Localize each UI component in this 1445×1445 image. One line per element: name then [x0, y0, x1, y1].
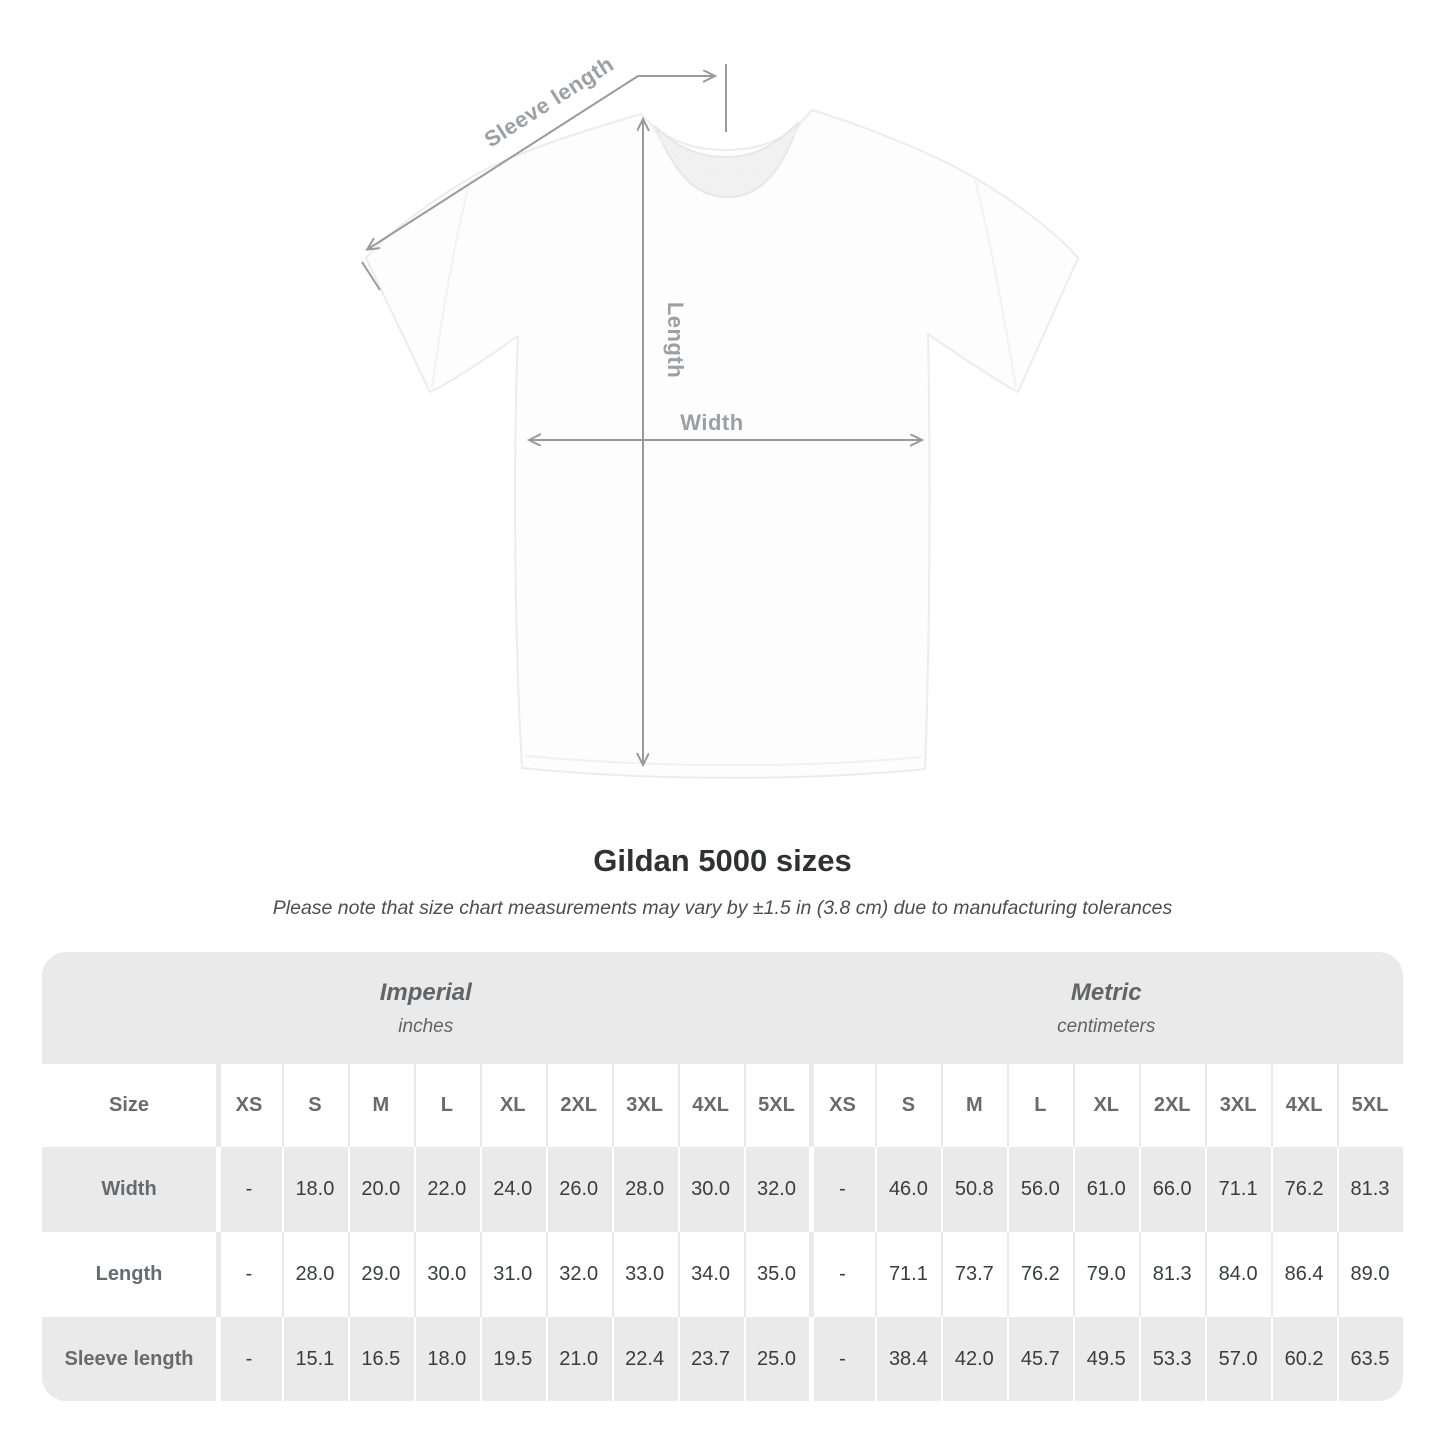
value-cell: 57.0 — [1205, 1317, 1271, 1401]
size-col-header: 3XL — [1205, 1064, 1271, 1147]
measurement-row: Sleeve length -15.1 16.5 18.0 19.5 21.0 22.4 23… — [42, 1317, 1403, 1401]
value-cell: 21.0 — [546, 1317, 612, 1401]
size-col-header: S — [875, 1064, 941, 1147]
value-cell: 31.0 — [480, 1232, 546, 1317]
value-cell: 26.0 — [546, 1147, 612, 1232]
value-cell: 22.4 — [612, 1317, 678, 1401]
value-cell: - — [216, 1232, 282, 1317]
value-cell: 71.1 — [875, 1232, 941, 1317]
size-col-header: 2XL — [1139, 1064, 1205, 1147]
imperial-label: Imperial — [379, 978, 472, 1006]
value-cell: 25.0 — [744, 1317, 810, 1401]
value-cell: - — [809, 1232, 875, 1317]
measurement-row: Length -28.0 29.0 30.0 31.0 32.0 33.0 34.0 35.0-… — [42, 1232, 1403, 1317]
size-col-header: 3XL — [612, 1064, 678, 1147]
value-cell: 73.7 — [941, 1232, 1007, 1317]
metric-header: Metric centimeters — [809, 952, 1403, 1064]
size-col-header: XL — [1073, 1064, 1139, 1147]
value-cell: 24.0 — [480, 1147, 546, 1232]
size-col-header: XS — [809, 1064, 875, 1147]
value-cell: 18.0 — [282, 1147, 348, 1232]
size-col-header: 5XL — [1337, 1064, 1403, 1147]
measurement-row: Width -18.0 20.0 22.0 24.0 26.0 28.0 30.0 32.0-4… — [42, 1147, 1403, 1232]
row-label: Width — [101, 1178, 157, 1200]
value-cell: 66.0 — [1139, 1147, 1205, 1232]
metric-unit-label: centimeters — [1057, 1015, 1156, 1037]
table-rows: Size XS S M L XL 2XL 3XL 4XL 5XL XS S M L XL 2XL 3XL 4XL 5… — [42, 1064, 1403, 1401]
metric-label: Metric — [1070, 978, 1142, 1006]
value-cell: 28.0 — [612, 1147, 678, 1232]
value-cell: 20.0 — [348, 1147, 414, 1232]
size-col-header: M — [348, 1064, 414, 1147]
value-cell: 30.0 — [678, 1147, 744, 1232]
value-cell: 42.0 — [941, 1317, 1007, 1401]
width-label: Width — [680, 410, 743, 435]
page-title: Gildan 5000 sizes — [593, 843, 852, 878]
value-cell: 63.5 — [1337, 1317, 1403, 1401]
value-cell: 34.0 — [678, 1232, 744, 1317]
size-col-header: L — [414, 1064, 480, 1147]
value-cell: 76.2 — [1007, 1232, 1073, 1317]
tshirt-measurement-diagram: Sleeve length Length Width — [361, 51, 1079, 779]
value-cell: 33.0 — [612, 1232, 678, 1317]
value-cell: 84.0 — [1205, 1232, 1271, 1317]
value-cell: 45.7 — [1007, 1317, 1073, 1401]
value-cell: 89.0 — [1337, 1232, 1403, 1317]
value-cell: 38.4 — [875, 1317, 941, 1401]
value-cell: 76.2 — [1271, 1147, 1337, 1232]
size-header-row: Size XS S M L XL 2XL 3XL 4XL 5XL XS S M L XL 2XL 3XL 4XL 5… — [42, 1064, 1403, 1147]
size-col-header: M — [941, 1064, 1007, 1147]
value-cell: 79.0 — [1073, 1232, 1139, 1317]
size-col-header: XS — [216, 1064, 282, 1147]
size-table: Imperial inches Metric centimeters Size X… — [42, 952, 1403, 1401]
size-col-header: XL — [480, 1064, 546, 1147]
value-cell: 46.0 — [875, 1147, 941, 1232]
value-cell: 49.5 — [1073, 1317, 1139, 1401]
value-cell: 56.0 — [1007, 1147, 1073, 1232]
value-cell: - — [809, 1317, 875, 1401]
size-col-header: S — [282, 1064, 348, 1147]
imperial-header: Imperial inches — [42, 952, 810, 1064]
value-cell: 23.7 — [678, 1317, 744, 1401]
size-col-header: 5XL — [744, 1064, 810, 1147]
value-cell: 60.2 — [1271, 1317, 1337, 1401]
size-col-header: 4XL — [678, 1064, 744, 1147]
imperial-unit-label: inches — [398, 1015, 454, 1037]
value-cell: - — [216, 1317, 282, 1401]
value-cell: 81.3 — [1139, 1232, 1205, 1317]
value-cell: 86.4 — [1271, 1232, 1337, 1317]
value-cell: 35.0 — [744, 1232, 810, 1317]
row-label: Sleeve length — [64, 1347, 194, 1370]
page-subtitle: Please note that size chart measurements… — [272, 897, 1173, 919]
value-cell: 81.3 — [1337, 1147, 1403, 1232]
sleeve-length-arrow — [361, 64, 727, 291]
value-cell: 28.0 — [282, 1232, 348, 1317]
value-cell: 71.1 — [1205, 1147, 1271, 1232]
value-cell: 15.1 — [282, 1317, 348, 1401]
length-label: Length — [663, 302, 688, 378]
value-cell: 61.0 — [1073, 1147, 1139, 1232]
value-cell: 30.0 — [414, 1232, 480, 1317]
unit-header-row: Imperial inches Metric centimeters — [42, 952, 1403, 1064]
value-cell: 32.0 — [546, 1232, 612, 1317]
value-cell: - — [809, 1147, 875, 1232]
size-col-header: L — [1007, 1064, 1073, 1147]
value-cell: 16.5 — [348, 1317, 414, 1401]
value-cell: 18.0 — [414, 1317, 480, 1401]
size-column-header: Size — [108, 1094, 150, 1116]
size-col-header: 4XL — [1271, 1064, 1337, 1147]
value-cell: - — [216, 1147, 282, 1232]
value-cell: 53.3 — [1139, 1317, 1205, 1401]
value-cell: 32.0 — [744, 1147, 810, 1232]
value-cell: 50.8 — [941, 1147, 1007, 1232]
value-cell: 29.0 — [348, 1232, 414, 1317]
size-col-header: 2XL — [546, 1064, 612, 1147]
value-cell: 22.0 — [414, 1147, 480, 1232]
value-cell: 19.5 — [480, 1317, 546, 1401]
row-label: Length — [95, 1263, 163, 1285]
tshirt-graphic — [365, 109, 1079, 779]
